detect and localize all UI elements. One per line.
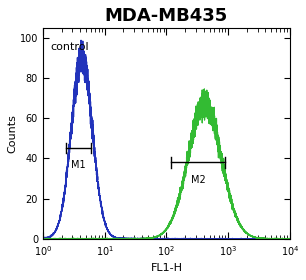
Y-axis label: Counts: Counts	[7, 114, 17, 153]
X-axis label: FL1-H: FL1-H	[150, 263, 182, 273]
Title: MDA-MB435: MDA-MB435	[105, 7, 228, 25]
Text: control: control	[50, 42, 89, 52]
Text: M2: M2	[191, 174, 206, 185]
Text: M1: M1	[71, 160, 86, 171]
